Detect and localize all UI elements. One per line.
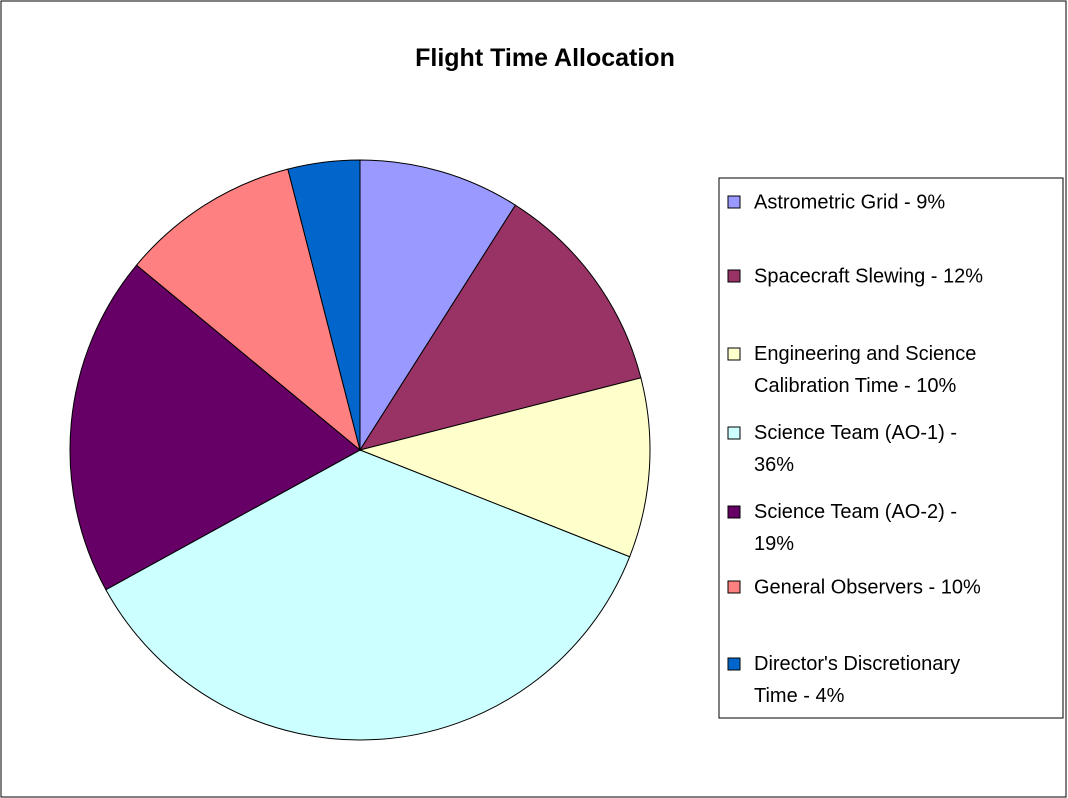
legend-label-line: 19%	[754, 533, 794, 555]
legend-swatch	[727, 426, 741, 440]
legend-swatch	[727, 505, 741, 519]
legend-label: General Observers - 10%	[754, 576, 981, 598]
legend-label-line: Calibration Time - 10%	[754, 375, 957, 397]
pie-slice	[287, 159, 361, 451]
legend-swatch	[727, 269, 741, 283]
legend-label: Science Team (AO-2) - 19%	[754, 501, 957, 555]
legend-label: Director's Discretionary Time - 4%	[754, 653, 960, 707]
legend-label-line: Director's Discretionary	[754, 653, 960, 675]
legend-label-line: Engineering and Science	[754, 343, 976, 365]
legend-label: Spacecraft Slewing - 12%	[754, 265, 983, 287]
pie-slice	[105, 449, 631, 741]
legend-label-line: 36%	[754, 454, 794, 476]
legend-swatch	[727, 347, 741, 361]
legend-swatch	[727, 580, 741, 594]
pie-slice	[135, 168, 361, 452]
legend-label: Science Team (AO-1) - 36%	[754, 422, 957, 476]
legend-swatch	[727, 657, 741, 671]
legend-label-line: Science Team (AO-2) -	[754, 501, 957, 523]
legend-label-line: Science Team (AO-1) -	[754, 422, 957, 444]
legend-box	[718, 177, 1064, 719]
legend-label: Astrometric Grid - 9%	[754, 191, 945, 213]
pie-slice	[359, 159, 517, 452]
legend-label-line: Time - 4%	[754, 685, 845, 707]
legend-swatch	[727, 195, 741, 209]
chart-title: Flight Time Allocation	[415, 44, 675, 72]
legend-label: Engineering and Science Calibration Time …	[754, 343, 976, 397]
pie-slice	[358, 377, 651, 558]
pie-slice	[358, 204, 642, 451]
pie-slice	[69, 264, 361, 591]
